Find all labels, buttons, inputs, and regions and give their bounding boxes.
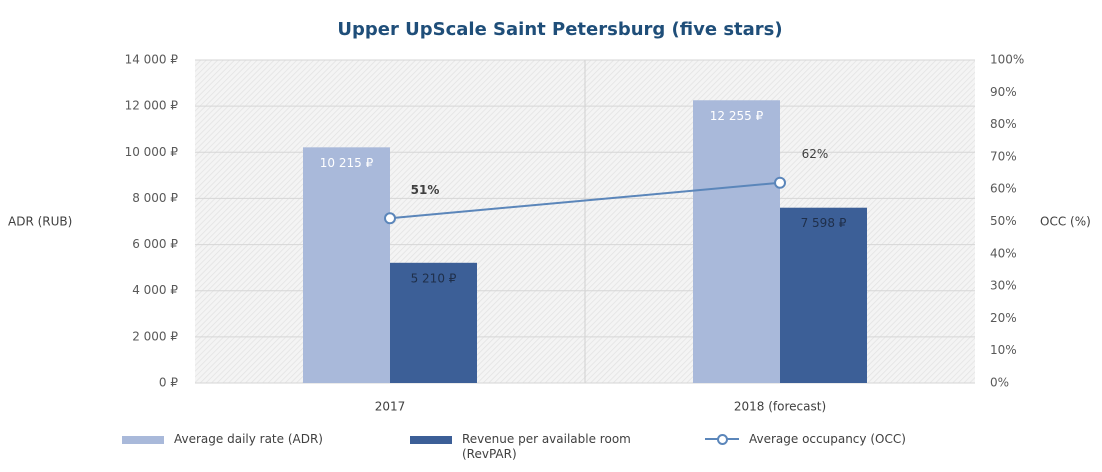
y2-tick-label: 80%: [990, 117, 1017, 131]
data-label: 7 598 ₽: [801, 216, 847, 230]
data-label: 12 255 ₽: [710, 109, 764, 123]
legend-swatch: [410, 436, 452, 444]
legend-label: Average occupancy (OCC): [749, 432, 906, 446]
legend-item: Average daily rate (ADR): [122, 432, 323, 447]
bar: [390, 262, 477, 383]
y-tick-label: 10 000 ₽: [125, 145, 179, 159]
line: [389, 181, 781, 220]
chart-title: Upper UpScale Saint Petersburg (five sta…: [337, 19, 782, 40]
x-tick-label: 2017: [375, 400, 406, 414]
y2-tick-label: 0%: [990, 376, 1009, 390]
legend-item: Revenue per available room (RevPAR): [410, 432, 642, 462]
legend-label: Average daily rate (ADR): [174, 432, 323, 446]
data-label: 10 215 ₽: [320, 156, 374, 170]
x-tick-label: 2018 (forecast): [734, 400, 826, 414]
legend-swatch: [705, 432, 739, 447]
bar: [693, 100, 780, 383]
marker: [774, 176, 786, 189]
y-tick-label: 0 ₽: [159, 376, 178, 390]
data-label: 5 210 ₽: [411, 271, 457, 285]
legend-label: Revenue per available room (RevPAR): [462, 432, 631, 461]
legend-item: Average occupancy (OCC): [705, 432, 906, 447]
y2-tick-label: 70%: [990, 149, 1017, 163]
legend-swatch: [122, 436, 164, 444]
y2-tick-label: 20%: [990, 311, 1017, 325]
y-tick-label: 6 000 ₽: [132, 237, 178, 251]
y-tick-label: 14 000 ₽: [125, 53, 179, 67]
y2-tick-label: 90%: [990, 85, 1017, 99]
bar: [780, 207, 867, 383]
y2-axis-title: OCC (%): [1040, 215, 1091, 229]
y2-tick-label: 100%: [990, 53, 1024, 67]
data-label: 51%: [411, 183, 440, 197]
y2-tick-label: 30%: [990, 279, 1017, 293]
marker: [384, 212, 396, 225]
y-tick-label: 12 000 ₽: [125, 99, 179, 113]
y2-tick-label: 50%: [990, 214, 1017, 228]
y-tick-label: 2 000 ₽: [132, 329, 178, 343]
y-tick-label: 4 000 ₽: [132, 283, 178, 297]
data-label: 62%: [802, 147, 829, 161]
bar: [303, 147, 390, 383]
y2-tick-label: 40%: [990, 246, 1017, 260]
y-tick-label: 8 000 ₽: [132, 191, 178, 205]
y-axis-title: ADR (RUB): [8, 215, 72, 229]
y2-tick-label: 60%: [990, 182, 1017, 196]
y2-tick-label: 10%: [990, 343, 1017, 357]
